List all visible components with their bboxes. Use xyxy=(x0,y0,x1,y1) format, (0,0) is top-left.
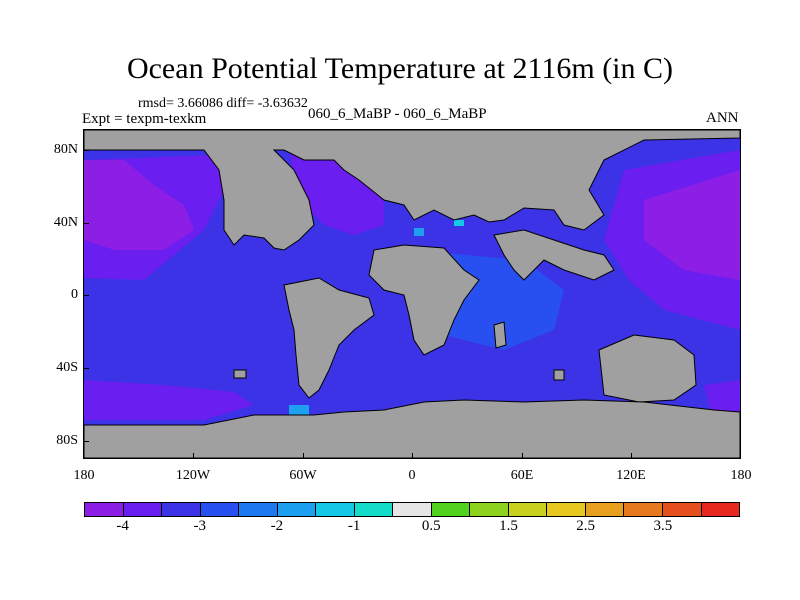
lon-tick xyxy=(412,453,413,459)
lon-tick xyxy=(193,453,194,459)
lon-label-180w: 180 xyxy=(73,468,95,483)
colorbar-tick-label: 2.5 xyxy=(576,518,596,534)
land-island-south xyxy=(553,369,565,381)
colorbar-swatch xyxy=(393,503,432,516)
colorbar-tick-label: -1 xyxy=(347,518,361,534)
lon-label-0: 0 xyxy=(408,468,416,483)
lon-label-180e: 180 xyxy=(730,468,752,483)
lon-tick xyxy=(522,453,523,459)
colorbar-swatch xyxy=(123,503,163,516)
colorbar-swatch xyxy=(624,503,663,516)
lat-tick xyxy=(83,223,89,224)
colorbar-swatch xyxy=(200,503,240,516)
ocean-southern-purple xyxy=(84,380,254,420)
stats-line: rmsd= 3.66086 diff= -3.63632 xyxy=(138,96,308,111)
lon-label-60e: 60E xyxy=(510,468,534,483)
ocean-temperature-map xyxy=(83,129,741,459)
colorbar-swatch xyxy=(316,503,355,516)
colorbar-swatch xyxy=(547,503,586,516)
ocean-north-pacific-deep xyxy=(84,160,194,250)
lon-label-120e: 120E xyxy=(616,468,646,483)
colorbar-swatch xyxy=(701,503,740,516)
land-island-indian xyxy=(493,321,507,349)
lat-label-80n: 80N xyxy=(53,142,78,157)
south-atlantic-cyan xyxy=(289,405,309,415)
land-north-america xyxy=(84,130,740,251)
colorbar-tick-label: 1.5 xyxy=(499,518,518,534)
lon-label-60w: 60W xyxy=(289,468,317,483)
lon-tick xyxy=(631,453,632,459)
colorbar-swatch xyxy=(162,503,201,516)
lat-label-40n: 40N xyxy=(53,215,78,230)
map-title: Ocean Potential Temperature at 2116m (in… xyxy=(126,52,674,85)
lat-tick xyxy=(83,150,89,151)
colorbar-swatch xyxy=(239,503,278,516)
colorbar-swatch xyxy=(85,503,124,516)
case-label: 060_6_MaBP - 060_6_MaBP xyxy=(308,106,487,122)
lat-tick xyxy=(83,295,89,296)
colorbar xyxy=(84,502,740,517)
colorbar-swatch xyxy=(585,503,625,516)
colorbar-swatch xyxy=(354,503,394,516)
lat-label-80s: 80S xyxy=(56,433,78,448)
colorbar-swatch xyxy=(277,503,317,516)
colorbar-tick-label: -3 xyxy=(193,518,207,534)
colorbar-tick-label: -2 xyxy=(270,518,284,534)
lon-label-120w: 120W xyxy=(175,468,211,483)
land-antarctica xyxy=(84,399,740,458)
map-canvas xyxy=(84,130,740,458)
season-label: ANN xyxy=(706,110,739,126)
experiment-label: Expt = texpm-texkm xyxy=(82,111,207,127)
colorbar-swatch xyxy=(508,503,548,516)
ocean-east-pacific-deep xyxy=(644,170,740,280)
colorbar-tick-label: 0.5 xyxy=(421,518,441,534)
colorbar-swatch xyxy=(470,503,509,516)
colorbar-swatch xyxy=(662,503,702,516)
lat-tick xyxy=(83,441,89,442)
land-australia xyxy=(598,334,697,403)
colorbar-swatch xyxy=(431,503,471,516)
lat-tick xyxy=(83,368,89,369)
land-island-pacific xyxy=(233,369,247,379)
tethys-cyan-patch-2 xyxy=(454,220,464,226)
land-south-america xyxy=(283,277,375,399)
land-africa xyxy=(368,244,480,356)
tethys-cyan-patch xyxy=(414,228,424,236)
lat-label-0: 0 xyxy=(71,287,78,302)
lat-label-40s: 40S xyxy=(56,360,78,375)
colorbar-tick-label: -4 xyxy=(116,518,129,534)
colorbar-tick-label: 3.5 xyxy=(653,518,673,534)
land-asia-south xyxy=(493,229,615,281)
lon-tick xyxy=(303,453,304,459)
land-masses xyxy=(84,130,740,458)
